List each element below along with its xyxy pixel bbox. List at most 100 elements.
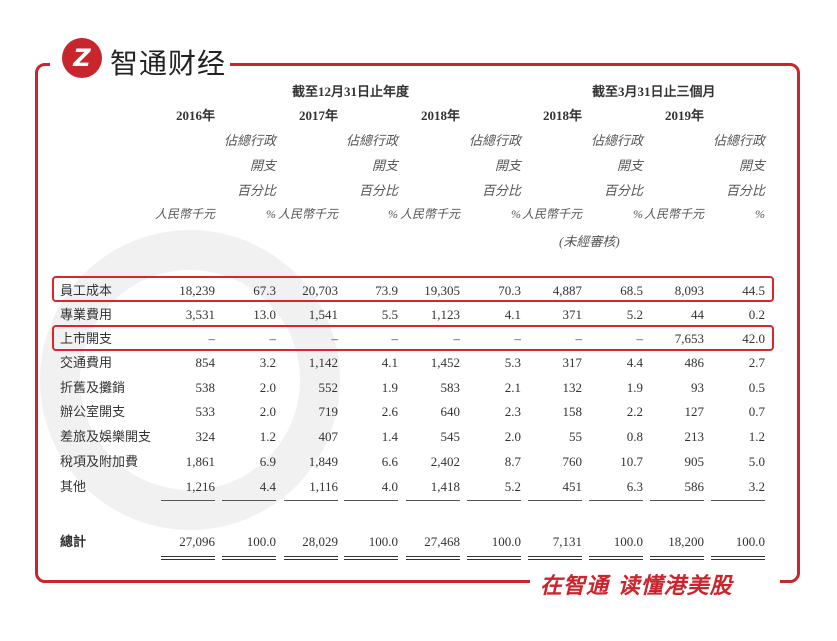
- pct-header-line: 百分比: [481, 183, 521, 198]
- year-header: 2017年: [298, 108, 338, 123]
- year-header: 2018年: [420, 108, 460, 123]
- total-label: 總計: [60, 534, 87, 549]
- table-cell: 2,402: [430, 454, 460, 469]
- year-header: 2018年: [542, 108, 582, 123]
- table-cell: 1,452: [430, 355, 460, 370]
- pct-header-line: 佔總行政: [590, 133, 643, 148]
- table-cell: 586: [684, 479, 705, 494]
- table-cell: 3.2: [748, 479, 765, 494]
- pct-unit-header: %: [755, 207, 765, 221]
- year-header: 2019年: [664, 108, 704, 123]
- pct-header-line: 開支: [738, 158, 765, 173]
- table-cell: 1.9: [626, 380, 643, 395]
- table-cell: 6.9: [259, 454, 276, 469]
- table-cell: 13.0: [253, 307, 276, 322]
- table-cell: 905: [684, 454, 705, 469]
- pct-header-line: 百分比: [358, 183, 398, 198]
- table-cell: 2.3: [504, 404, 521, 419]
- table-cell: 2.7: [748, 355, 765, 370]
- table-cell: 18,239: [179, 283, 215, 298]
- total-cell: 100.0: [735, 534, 765, 549]
- table-cell: 760: [562, 454, 583, 469]
- table-cell: 640: [440, 404, 461, 419]
- row-label: 差旅及娛樂開支: [60, 429, 152, 444]
- row-label: 辦公室開支: [60, 404, 126, 419]
- table-cell: 1,123: [430, 307, 460, 322]
- table-cell: 19,305: [424, 283, 460, 298]
- table-cell: 70.3: [498, 283, 521, 298]
- table-cell: 213: [684, 429, 705, 444]
- row-label: 交通費用: [60, 355, 113, 370]
- pct-header-line: 開支: [494, 158, 521, 173]
- document-frame: [35, 63, 800, 583]
- table-cell: 3,531: [185, 307, 215, 322]
- table-cell: 67.3: [253, 283, 276, 298]
- table-cell: 3.2: [259, 355, 276, 370]
- subtotal-rule: [711, 500, 765, 501]
- table-cell: 552: [318, 380, 339, 395]
- table-cell: 371: [562, 307, 583, 322]
- table-cell: 4.4: [626, 355, 643, 370]
- table-cell: 545: [440, 429, 461, 444]
- total-cell: 100.0: [613, 534, 643, 549]
- table-cell: 44.5: [742, 283, 765, 298]
- table-cell: 158: [562, 404, 583, 419]
- table-cell: 8,093: [674, 283, 704, 298]
- total-cell: 100.0: [491, 534, 521, 549]
- table-cell: 2.0: [504, 429, 521, 444]
- total-double-rule: [589, 556, 643, 560]
- table-cell: –: [453, 331, 461, 346]
- pct-header-line: 佔總行政: [223, 133, 276, 148]
- table-cell: 2.0: [259, 404, 276, 419]
- table-cell: –: [575, 331, 583, 346]
- table-cell: 2.0: [259, 380, 276, 395]
- highlight-box-staff-cost: [52, 276, 774, 302]
- subtotal-rule: [161, 500, 215, 501]
- table-cell: 4.1: [504, 307, 521, 322]
- table-cell: 486: [684, 355, 705, 370]
- group-header-annual: 截至12月31日止年度: [292, 84, 410, 99]
- pct-header-line: 佔總行政: [345, 133, 398, 148]
- table-cell: –: [636, 331, 644, 346]
- pct-unit-header: %: [388, 207, 398, 221]
- table-cell: 44: [691, 307, 704, 322]
- table-cell: 533: [195, 404, 216, 419]
- table-cell: 1.2: [748, 429, 765, 444]
- table-cell: 1,849: [308, 454, 338, 469]
- subtotal-rule: [406, 500, 460, 501]
- table-cell: 93: [691, 380, 704, 395]
- unit-header: 人民幣千元: [521, 207, 582, 221]
- table-cell: 10.7: [620, 454, 643, 469]
- table-cell: 4,887: [552, 283, 582, 298]
- logo-icon: Z: [62, 38, 102, 78]
- table-cell: 2.2: [626, 404, 643, 419]
- pct-unit-header: %: [511, 207, 521, 221]
- table-cell: 2.6: [381, 404, 398, 419]
- total-cell: 27,096: [179, 534, 215, 549]
- table-cell: 6.6: [381, 454, 398, 469]
- table-cell: 5.3: [504, 355, 521, 370]
- total-double-rule: [406, 556, 460, 560]
- total-cell: 28,029: [302, 534, 338, 549]
- subtotal-rule: [589, 500, 643, 501]
- table-cell: 5.2: [504, 479, 521, 494]
- total-double-rule: [711, 556, 765, 560]
- total-double-rule: [222, 556, 276, 560]
- subtotal-rule: [650, 500, 704, 501]
- table-cell: 20,703: [302, 283, 338, 298]
- row-label: 上市開支: [60, 331, 113, 346]
- total-double-rule: [161, 556, 215, 560]
- slogan: 在智通 读懂港美股: [540, 574, 733, 599]
- table-cell: 8.7: [504, 454, 521, 469]
- table-cell: 1,142: [308, 355, 338, 370]
- subtotal-rule: [467, 500, 521, 501]
- pct-header-line: 佔總行政: [712, 133, 765, 148]
- brand-name: 智通财经: [110, 47, 227, 80]
- table-cell: 42.0: [742, 331, 765, 346]
- table-cell: 127: [684, 404, 705, 419]
- table-cell: 1.4: [381, 429, 398, 444]
- total-double-rule: [467, 556, 521, 560]
- year-header: 2016年: [175, 108, 215, 123]
- unaudited-note: (未經審核): [559, 234, 620, 249]
- table-cell: 5.2: [626, 307, 643, 322]
